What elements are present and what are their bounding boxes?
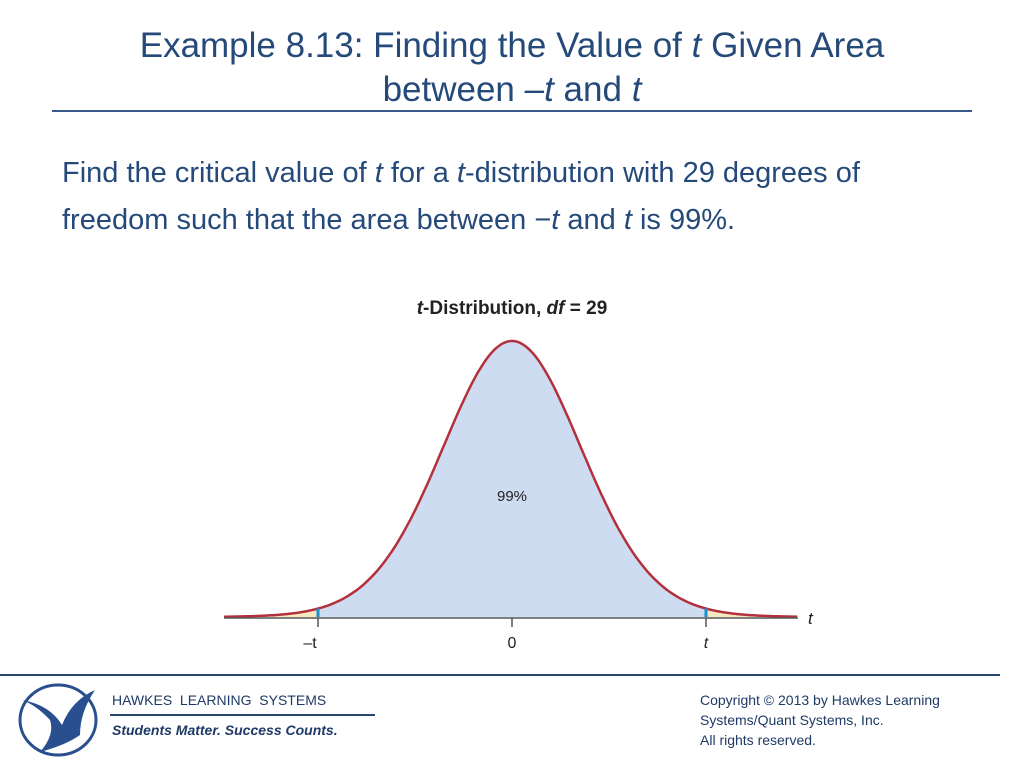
slide-title: Example 8.13: Finding the Value of t Giv…: [40, 24, 984, 112]
density-curve: [224, 339, 798, 618]
copyright-line: Copyright © 2013 by Hawkes Learning: [700, 692, 940, 708]
title-part: t: [544, 70, 554, 109]
title-part: and: [553, 70, 632, 109]
center-area: [318, 341, 706, 617]
axis-label: t: [808, 609, 814, 628]
title-part: t: [691, 26, 702, 65]
figure-title-part: t: [417, 298, 424, 319]
logo-ring: [18, 683, 98, 757]
text-part: is 99%.: [631, 204, 736, 236]
text-part: t: [374, 157, 383, 189]
text-part: t: [623, 204, 632, 236]
text-part: for a: [382, 157, 457, 189]
tick-label: –t: [303, 635, 317, 652]
logo-bird: [22, 690, 95, 752]
title-part: between –: [382, 70, 545, 109]
company-underline: [110, 714, 375, 716]
title-part: Example 8.13: Finding the Value of: [139, 26, 692, 65]
right-tail-area: [706, 608, 798, 617]
figure-title: t-Distribution, df = 29: [417, 298, 608, 319]
curve-group: [224, 339, 798, 627]
area-label: 99%: [497, 488, 527, 505]
figure-title-part: -Distribution,: [423, 298, 546, 319]
title-rule: [52, 110, 972, 112]
slogan: Students Matter. Success Counts.: [112, 722, 338, 738]
logo: [18, 683, 98, 757]
figure-title-part: df: [547, 298, 567, 319]
title-part: Given Area: [701, 26, 885, 65]
footer-rule: [0, 674, 1000, 676]
text-part: and: [559, 204, 624, 236]
copyright: Copyright © 2013 by Hawkes Learning Syst…: [700, 690, 940, 750]
text-part: -distribution with 29 degrees of freedom…: [62, 157, 860, 236]
text-part: Find the critical value of: [62, 157, 375, 189]
copyright-line: Systems/Quant Systems, Inc.: [700, 712, 884, 728]
copyright-line: All rights reserved.: [700, 732, 816, 748]
text-part: t: [456, 157, 465, 189]
company-name: HAWKES LEARNING SYSTEMS: [112, 692, 327, 708]
tick-label: 0: [508, 635, 517, 652]
title-part: t: [631, 70, 642, 109]
left-tail-area: [224, 608, 318, 617]
figure-title-part: = 29: [564, 298, 607, 319]
text-part: t: [551, 204, 560, 236]
tick-label: t: [704, 635, 709, 652]
body-text: Find the critical value of t for a t-dis…: [62, 150, 962, 244]
